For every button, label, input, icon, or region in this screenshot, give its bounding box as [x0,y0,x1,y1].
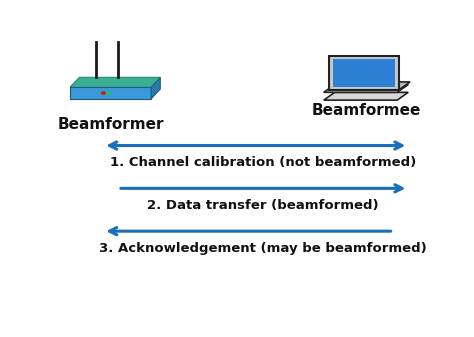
Polygon shape [151,78,160,99]
Text: Beamformer: Beamformer [57,117,164,132]
Polygon shape [70,78,160,87]
Polygon shape [70,77,160,87]
Text: 2. Data transfer (beamformed): 2. Data transfer (beamformed) [147,199,379,212]
Text: 3. Acknowledgement (may be beamformed): 3. Acknowledgement (may be beamformed) [99,242,427,254]
Polygon shape [333,59,395,87]
Polygon shape [329,82,410,90]
Text: Beamformee: Beamformee [311,103,420,118]
Circle shape [101,91,106,95]
Text: 1. Channel calibration (not beamformed): 1. Channel calibration (not beamformed) [110,156,416,169]
Polygon shape [324,85,408,92]
Circle shape [107,91,111,95]
Polygon shape [324,92,408,100]
Polygon shape [70,87,151,99]
Polygon shape [329,56,399,90]
